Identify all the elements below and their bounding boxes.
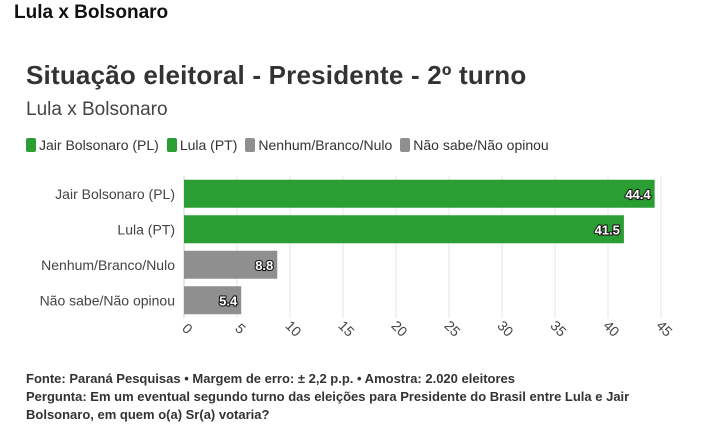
legend-swatch (166, 138, 177, 152)
category-label: Lula (PT) (117, 221, 175, 237)
legend-swatch (400, 138, 411, 152)
footnote-question: Pergunta: Em um eventual segundo turno d… (26, 389, 630, 422)
x-tick-label: 10 (282, 317, 304, 339)
chart-footnote: Fonte: Paraná Pesquisas • Margem de erro… (26, 370, 686, 424)
x-tick-label: 5 (232, 320, 249, 337)
x-tick-label: 45 (653, 317, 675, 339)
legend-item-nenhum[interactable]: Nenhum/Branco/Nulo (245, 137, 392, 153)
legend-swatch (26, 138, 36, 152)
legend-item-bolsonaro[interactable]: Jair Bolsonaro (PL) (26, 137, 159, 153)
bar[interactable] (184, 250, 278, 279)
category-label: Jair Bolsonaro (PL) (55, 186, 175, 202)
legend-item-nao-sabe[interactable]: Não sabe/Não opinou (400, 137, 549, 153)
data-label: 41.5 (595, 222, 620, 237)
x-tick-label: 0 (179, 320, 196, 337)
legend-label: Lula (PT) (179, 137, 238, 153)
legend-label: Não sabe/Não opinou (413, 137, 549, 153)
footnote-source: Fonte: Paraná Pesquisas • Margem de erro… (26, 371, 515, 386)
chart-legend: Jair Bolsonaro (PL) Lula (PT) Nenhum/Bra… (26, 137, 557, 153)
legend-swatch (245, 138, 256, 152)
data-label: 5.4 (219, 293, 238, 308)
legend-label: Jair Bolsonaro (PL) (39, 137, 159, 153)
chart-subtitle: Lula x Bolsonaro (26, 99, 168, 120)
x-tick-label: 30 (494, 317, 516, 339)
chart-title: Situação eleitoral - Presidente - 2º tur… (26, 60, 527, 90)
bar[interactable] (184, 286, 242, 315)
x-tick-label: 20 (388, 317, 410, 339)
bar-chart: Jair Bolsonaro (PL) 44.4 Lula (PT) 41.5 Nenh… (40, 176, 676, 340)
data-label: 44.4 (625, 187, 651, 202)
category-label: Não sabe/Não opinou (40, 292, 175, 308)
bar[interactable] (184, 215, 624, 244)
x-tick-label: 35 (547, 317, 569, 339)
x-tick-label: 40 (600, 317, 622, 339)
legend-item-lula[interactable]: Lula (PT) (166, 137, 238, 153)
category-label: Nenhum/Branco/Nulo (41, 257, 175, 273)
x-tick-label: 15 (335, 317, 357, 339)
legend-label: Nenhum/Branco/Nulo (258, 137, 393, 153)
page-header-title: Lula x Bolsonaro (14, 2, 169, 23)
bar[interactable] (184, 179, 655, 208)
data-label: 8.8 (255, 258, 273, 273)
x-tick-label: 25 (441, 317, 463, 339)
